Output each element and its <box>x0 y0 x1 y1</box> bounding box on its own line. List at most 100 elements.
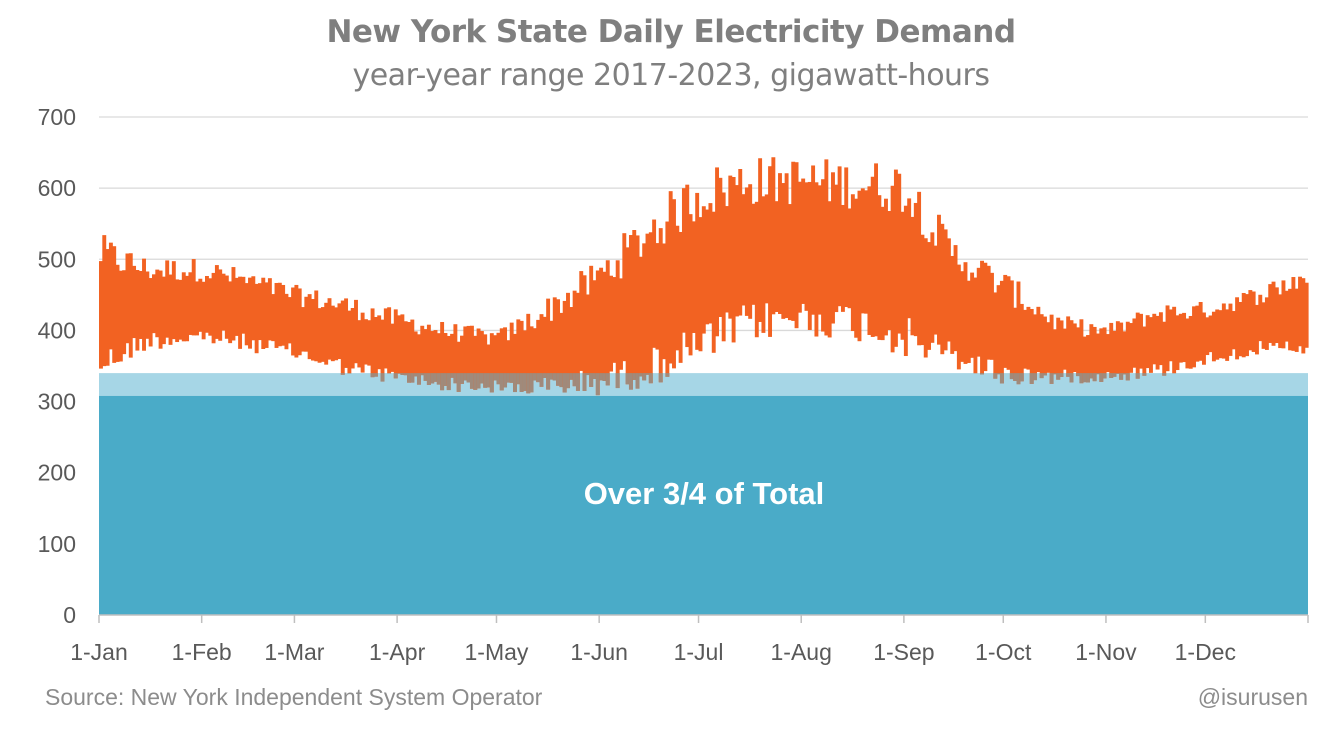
range-bar <box>556 299 561 386</box>
range-bar <box>728 175 733 319</box>
range-bar <box>1168 309 1173 362</box>
range-bar <box>542 316 547 378</box>
range-bar <box>880 206 885 341</box>
range-bar <box>254 283 259 354</box>
range-bar <box>768 166 773 337</box>
range-bar <box>817 185 822 315</box>
overlap-bar <box>605 373 610 386</box>
range-bar <box>1225 309 1230 361</box>
range-bar <box>1291 277 1296 351</box>
range-bar <box>814 182 819 337</box>
range-bar <box>1135 312 1140 379</box>
overlap-bar <box>486 373 491 388</box>
y-tick-label: 600 <box>38 175 76 201</box>
y-tick-label: 500 <box>38 246 76 272</box>
range-bar <box>1099 328 1104 382</box>
range-bar <box>913 202 918 337</box>
overlap-bar <box>509 373 514 383</box>
overlap-bar <box>483 373 488 388</box>
range-bar <box>1029 308 1034 384</box>
range-bar <box>1052 329 1057 375</box>
range-bar <box>864 190 869 314</box>
range-bar <box>1304 282 1309 348</box>
range-bar <box>599 267 604 381</box>
range-bar <box>771 157 776 315</box>
overlap-bar <box>519 373 524 392</box>
range-bar <box>658 228 663 383</box>
x-tick-labels: 1-Jan 1-Feb 1-Mar 1-Apr 1-May 1-Jun 1-Jul 1-Aug… <box>70 639 1236 665</box>
range-bar <box>400 314 405 375</box>
range-bar <box>784 173 789 318</box>
range-bar <box>287 297 292 344</box>
range-bar <box>612 277 617 363</box>
range-bar <box>847 208 852 309</box>
range-bar <box>1301 278 1306 354</box>
range-bar <box>635 235 640 389</box>
range-bar <box>1215 309 1220 360</box>
overlap-bar <box>549 373 554 380</box>
range-bar <box>373 316 378 377</box>
range-bar <box>446 335 451 391</box>
range-bar <box>1036 306 1041 373</box>
range-bar <box>821 179 825 332</box>
range-bar <box>380 319 385 382</box>
range-bar <box>953 245 958 352</box>
range-bar <box>1009 280 1014 380</box>
range-bar <box>546 298 551 390</box>
range-bar <box>569 307 574 380</box>
y-tick-label: 100 <box>38 531 76 557</box>
overlap-bar <box>546 373 551 390</box>
overlap-bar <box>536 373 541 383</box>
overlap-bar <box>1016 373 1021 385</box>
overlap-bar <box>1066 373 1071 377</box>
range-bar <box>801 178 806 304</box>
range-bar <box>970 272 975 358</box>
range-bar <box>642 243 647 381</box>
overlap-bar <box>542 373 547 378</box>
range-bar <box>436 333 441 385</box>
range-bar <box>1271 281 1276 346</box>
range-bar <box>201 281 206 340</box>
x-tick-label: 1-Dec <box>1175 639 1236 665</box>
range-bar <box>1102 327 1107 379</box>
overlap-bar <box>489 373 494 393</box>
range-bar <box>721 192 726 342</box>
range-bar <box>811 165 816 315</box>
range-bar <box>1202 312 1206 365</box>
overlap-bar <box>493 373 498 381</box>
overlap-bar <box>420 373 425 376</box>
overlap-bar <box>638 373 643 377</box>
range-bar <box>1218 310 1223 359</box>
overlap-bar <box>599 373 604 381</box>
range-bar <box>499 328 504 391</box>
overlap-bar <box>1135 373 1140 379</box>
range-bar <box>208 278 213 336</box>
range-bar <box>301 307 305 352</box>
range-bar <box>900 211 905 340</box>
range-bar <box>267 278 272 341</box>
overlap-bar <box>1009 373 1014 380</box>
range-bar <box>304 296 309 352</box>
range-bar <box>725 206 729 313</box>
range-bar <box>158 270 163 349</box>
range-bar <box>605 260 610 386</box>
range-bar <box>118 270 123 362</box>
range-bar <box>662 243 667 360</box>
range-bar <box>188 272 193 335</box>
range-bar <box>807 181 812 330</box>
y-tick-label: 400 <box>38 317 76 343</box>
range-bar <box>797 181 802 313</box>
y-tick-labels: 0 100 200 300 400 500 600 700 <box>38 104 76 628</box>
range-bar <box>1278 294 1283 349</box>
overlap-bar <box>450 373 455 378</box>
range-bar <box>224 275 229 339</box>
overlap-bar <box>443 373 448 386</box>
range-bar <box>271 294 276 342</box>
range-bar <box>108 242 113 350</box>
range-bar <box>1069 320 1074 383</box>
range-bar <box>251 276 256 341</box>
overlap-bar <box>456 373 461 392</box>
range-bar <box>314 290 319 362</box>
range-bar <box>890 185 895 353</box>
range-bar <box>1039 314 1044 379</box>
